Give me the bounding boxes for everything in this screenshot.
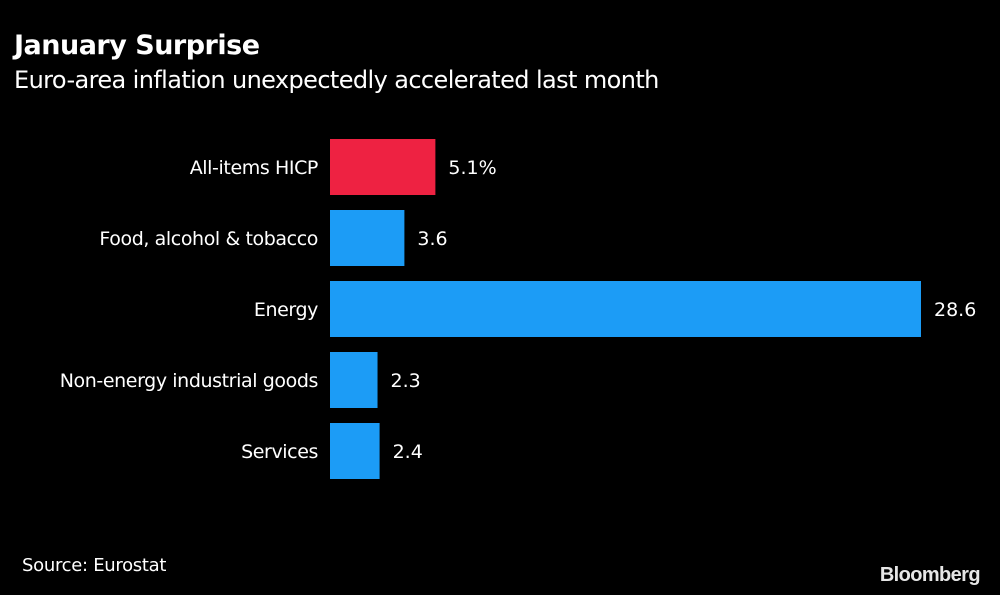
value-label-food-alcohol-tobacco: 3.6 [417, 228, 447, 250]
value-label-services: 2.4 [393, 441, 423, 463]
bar-all-items-hicp [330, 139, 436, 195]
category-label-food-alcohol-tobacco: Food, alcohol & tobacco [99, 228, 318, 250]
category-label-services: Services [241, 441, 318, 463]
category-label-energy: Energy [254, 299, 318, 321]
bar-food-alcohol-tobacco [330, 210, 405, 266]
bloomberg-logo: Bloomberg [879, 564, 981, 586]
value-label-non-energy-industrial-goods: 2.3 [391, 370, 421, 392]
chart-subtitle: Euro-area inflation unexpectedly acceler… [14, 66, 659, 94]
category-label-all-items-hicp: All-items HICP [190, 157, 318, 179]
bar-energy [330, 281, 921, 337]
category-label-non-energy-industrial-goods: Non-energy industrial goods [60, 370, 318, 392]
bar-services [330, 423, 380, 479]
chart-title: January Surprise [14, 30, 260, 61]
source-note: Source: Eurostat [22, 555, 167, 576]
bar-non-energy-industrial-goods [330, 352, 378, 408]
value-label-all-items-hicp: 5.1% [448, 157, 496, 179]
value-label-energy: 28.6 [934, 299, 976, 321]
